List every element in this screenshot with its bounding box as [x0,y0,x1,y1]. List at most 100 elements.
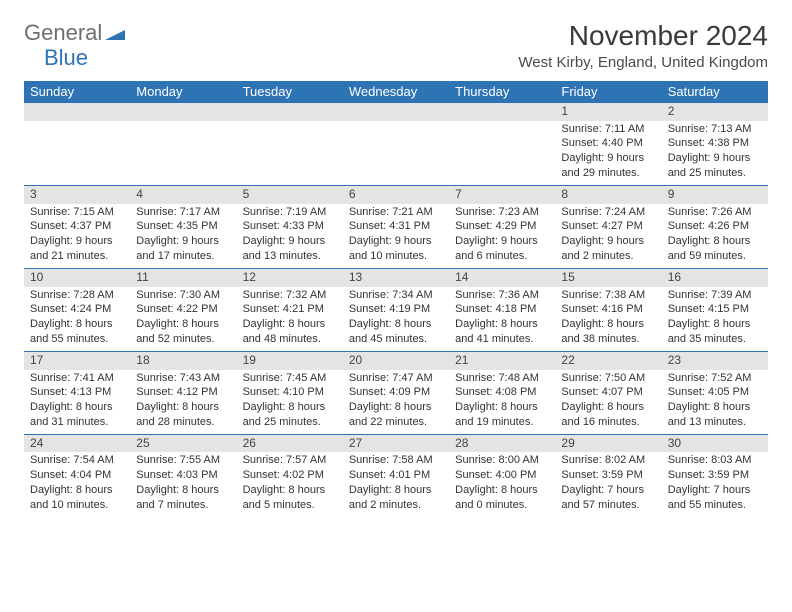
day-details: Sunrise: 7:39 AMSunset: 4:15 PMDaylight:… [662,287,768,351]
day-number: 21 [449,352,555,370]
day-details: Sunrise: 7:36 AMSunset: 4:18 PMDaylight:… [449,287,555,351]
day-number [449,103,555,121]
sunset-text: Sunset: 4:05 PM [668,385,762,400]
sunset-text: Sunset: 4:02 PM [243,468,337,483]
sunset-text: Sunset: 4:12 PM [136,385,230,400]
day-cell: 28Sunrise: 8:00 AMSunset: 4:00 PMDayligh… [449,434,555,517]
day-details: Sunrise: 7:57 AMSunset: 4:02 PMDaylight:… [237,452,343,516]
location-label: West Kirby, England, United Kingdom [518,54,768,71]
day-details: Sunrise: 7:38 AMSunset: 4:16 PMDaylight:… [555,287,661,351]
sunrise-text: Sunrise: 7:50 AM [561,371,655,386]
day-cell: 6Sunrise: 7:21 AMSunset: 4:31 PMDaylight… [343,185,449,268]
day-details: Sunrise: 7:58 AMSunset: 4:01 PMDaylight:… [343,452,449,516]
daylight-text: Daylight: 9 hours and 21 minutes. [30,234,124,264]
day-details: Sunrise: 7:24 AMSunset: 4:27 PMDaylight:… [555,204,661,268]
day-details: Sunrise: 8:02 AMSunset: 3:59 PMDaylight:… [555,452,661,516]
day-details: Sunrise: 7:55 AMSunset: 4:03 PMDaylight:… [130,452,236,516]
daylight-text: Daylight: 9 hours and 6 minutes. [455,234,549,264]
daylight-text: Daylight: 8 hours and 38 minutes. [561,317,655,347]
sunrise-text: Sunrise: 7:52 AM [668,371,762,386]
sunset-text: Sunset: 4:24 PM [30,302,124,317]
day-cell [130,102,236,185]
weekday-header-row: Sunday Monday Tuesday Wednesday Thursday… [24,81,768,102]
day-cell: 30Sunrise: 8:03 AMSunset: 3:59 PMDayligh… [662,434,768,517]
daylight-text: Daylight: 8 hours and 16 minutes. [561,400,655,430]
sunrise-text: Sunrise: 7:57 AM [243,453,337,468]
daylight-text: Daylight: 8 hours and 52 minutes. [136,317,230,347]
day-details: Sunrise: 7:52 AMSunset: 4:05 PMDaylight:… [662,370,768,434]
day-details: Sunrise: 7:28 AMSunset: 4:24 PMDaylight:… [24,287,130,351]
day-details: Sunrise: 7:26 AMSunset: 4:26 PMDaylight:… [662,204,768,268]
day-number: 6 [343,186,449,204]
sunset-text: Sunset: 4:38 PM [668,136,762,151]
sunset-text: Sunset: 4:13 PM [30,385,124,400]
day-details: Sunrise: 7:48 AMSunset: 4:08 PMDaylight:… [449,370,555,434]
sunrise-text: Sunrise: 7:41 AM [30,371,124,386]
daylight-text: Daylight: 8 hours and 25 minutes. [243,400,337,430]
sunrise-text: Sunrise: 7:43 AM [136,371,230,386]
day-cell [24,102,130,185]
calendar-page: General November 2024 West Kirby, Englan… [0,0,792,537]
day-details: Sunrise: 7:21 AMSunset: 4:31 PMDaylight:… [343,204,449,268]
sunrise-text: Sunrise: 7:48 AM [455,371,549,386]
day-cell: 13Sunrise: 7:34 AMSunset: 4:19 PMDayligh… [343,268,449,351]
day-details [237,121,343,176]
day-number [24,103,130,121]
day-cell: 17Sunrise: 7:41 AMSunset: 4:13 PMDayligh… [24,351,130,434]
sunset-text: Sunset: 4:01 PM [349,468,443,483]
day-number [130,103,236,121]
day-details [130,121,236,176]
daylight-text: Daylight: 8 hours and 48 minutes. [243,317,337,347]
day-details: Sunrise: 7:41 AMSunset: 4:13 PMDaylight:… [24,370,130,434]
sunrise-text: Sunrise: 7:55 AM [136,453,230,468]
daylight-text: Daylight: 8 hours and 45 minutes. [349,317,443,347]
day-cell: 1Sunrise: 7:11 AMSunset: 4:40 PMDaylight… [555,102,661,185]
day-number: 26 [237,435,343,453]
calendar-body: 1Sunrise: 7:11 AMSunset: 4:40 PMDaylight… [24,102,768,517]
sunset-text: Sunset: 4:03 PM [136,468,230,483]
day-cell: 14Sunrise: 7:36 AMSunset: 4:18 PMDayligh… [449,268,555,351]
day-number: 2 [662,103,768,121]
day-details: Sunrise: 7:19 AMSunset: 4:33 PMDaylight:… [237,204,343,268]
sunset-text: Sunset: 4:09 PM [349,385,443,400]
sunrise-text: Sunrise: 7:28 AM [30,288,124,303]
col-monday: Monday [130,81,236,102]
day-details: Sunrise: 7:45 AMSunset: 4:10 PMDaylight:… [237,370,343,434]
sunset-text: Sunset: 4:19 PM [349,302,443,317]
day-cell: 29Sunrise: 8:02 AMSunset: 3:59 PMDayligh… [555,434,661,517]
week-row: 24Sunrise: 7:54 AMSunset: 4:04 PMDayligh… [24,434,768,517]
day-number: 15 [555,269,661,287]
sunset-text: Sunset: 4:37 PM [30,219,124,234]
day-number: 20 [343,352,449,370]
day-details: Sunrise: 8:03 AMSunset: 3:59 PMDaylight:… [662,452,768,516]
sunset-text: Sunset: 4:04 PM [30,468,124,483]
daylight-text: Daylight: 8 hours and 35 minutes. [668,317,762,347]
brand-logo: General [24,20,125,46]
day-cell: 20Sunrise: 7:47 AMSunset: 4:09 PMDayligh… [343,351,449,434]
sunrise-text: Sunrise: 7:58 AM [349,453,443,468]
daylight-text: Daylight: 9 hours and 29 minutes. [561,151,655,181]
calendar-table: Sunday Monday Tuesday Wednesday Thursday… [24,81,768,517]
day-cell [449,102,555,185]
sunset-text: Sunset: 4:27 PM [561,219,655,234]
sunrise-text: Sunrise: 7:17 AM [136,205,230,220]
sunrise-text: Sunrise: 7:54 AM [30,453,124,468]
sunrise-text: Sunrise: 7:11 AM [561,122,655,137]
sunset-text: Sunset: 4:00 PM [455,468,549,483]
day-number: 30 [662,435,768,453]
daylight-text: Daylight: 9 hours and 25 minutes. [668,151,762,181]
day-cell [343,102,449,185]
col-sunday: Sunday [24,81,130,102]
day-number: 18 [130,352,236,370]
day-cell: 5Sunrise: 7:19 AMSunset: 4:33 PMDaylight… [237,185,343,268]
day-number: 8 [555,186,661,204]
day-number [237,103,343,121]
sunrise-text: Sunrise: 7:38 AM [561,288,655,303]
day-number: 16 [662,269,768,287]
daylight-text: Daylight: 7 hours and 57 minutes. [561,483,655,513]
day-cell: 12Sunrise: 7:32 AMSunset: 4:21 PMDayligh… [237,268,343,351]
daylight-text: Daylight: 8 hours and 28 minutes. [136,400,230,430]
day-number: 1 [555,103,661,121]
daylight-text: Daylight: 8 hours and 2 minutes. [349,483,443,513]
day-cell: 2Sunrise: 7:13 AMSunset: 4:38 PMDaylight… [662,102,768,185]
